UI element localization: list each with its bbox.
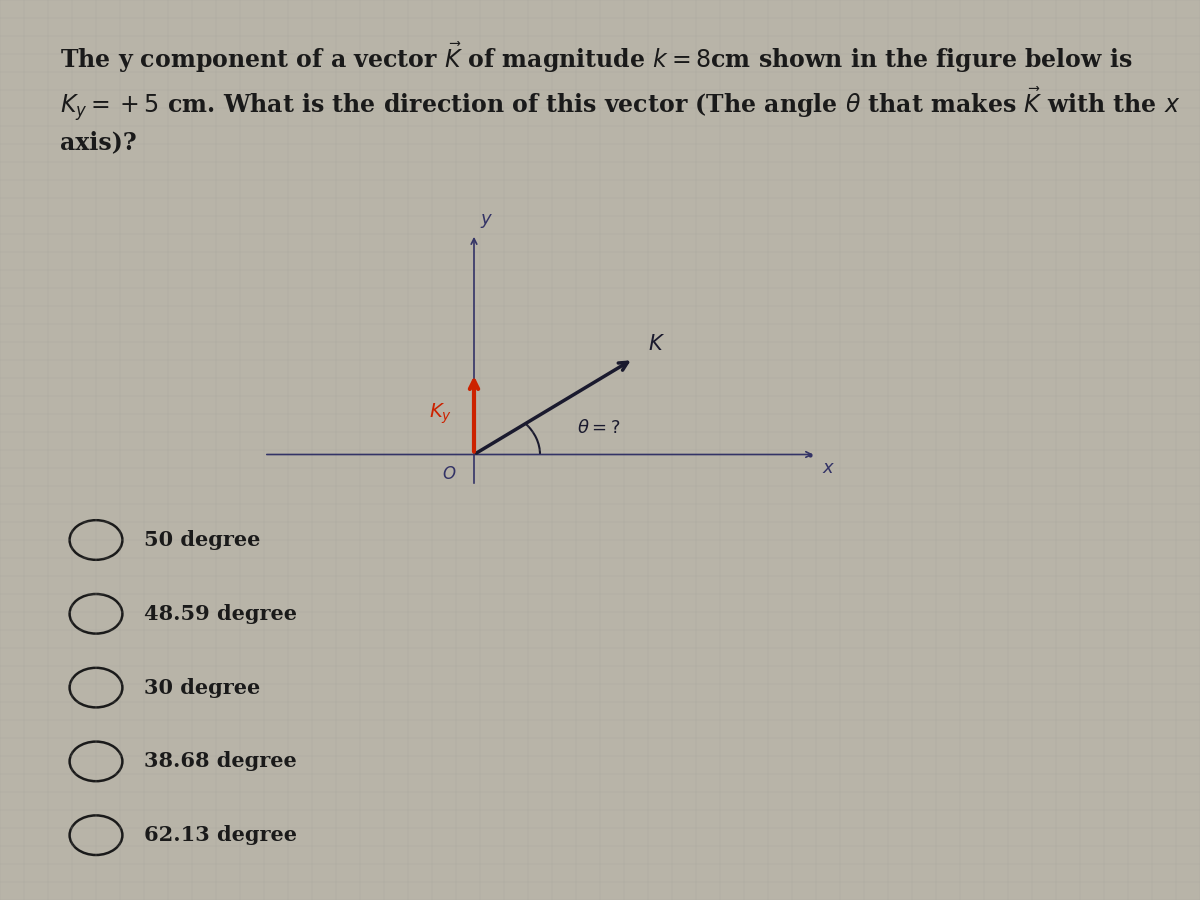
Text: $y$: $y$	[480, 212, 493, 230]
Text: $K$: $K$	[648, 335, 665, 355]
Text: $K_y = +5$ cm. What is the direction of this vector (The angle $\theta$ that mak: $K_y = +5$ cm. What is the direction of …	[60, 86, 1181, 124]
Text: axis)?: axis)?	[60, 130, 137, 155]
Text: The y component of a vector $\vec{K}$ of magnitude $k = 8$cm shown in the figure: The y component of a vector $\vec{K}$ of…	[60, 40, 1133, 76]
Text: 30 degree: 30 degree	[144, 678, 260, 698]
Text: $O$: $O$	[442, 465, 456, 483]
Text: 48.59 degree: 48.59 degree	[144, 604, 298, 624]
Text: $K_y$: $K_y$	[430, 401, 452, 426]
Text: 62.13 degree: 62.13 degree	[144, 825, 298, 845]
Text: 50 degree: 50 degree	[144, 530, 260, 550]
Text: 38.68 degree: 38.68 degree	[144, 752, 296, 771]
Text: $x$: $x$	[822, 459, 835, 477]
Text: $\theta = ?$: $\theta = ?$	[576, 418, 620, 436]
